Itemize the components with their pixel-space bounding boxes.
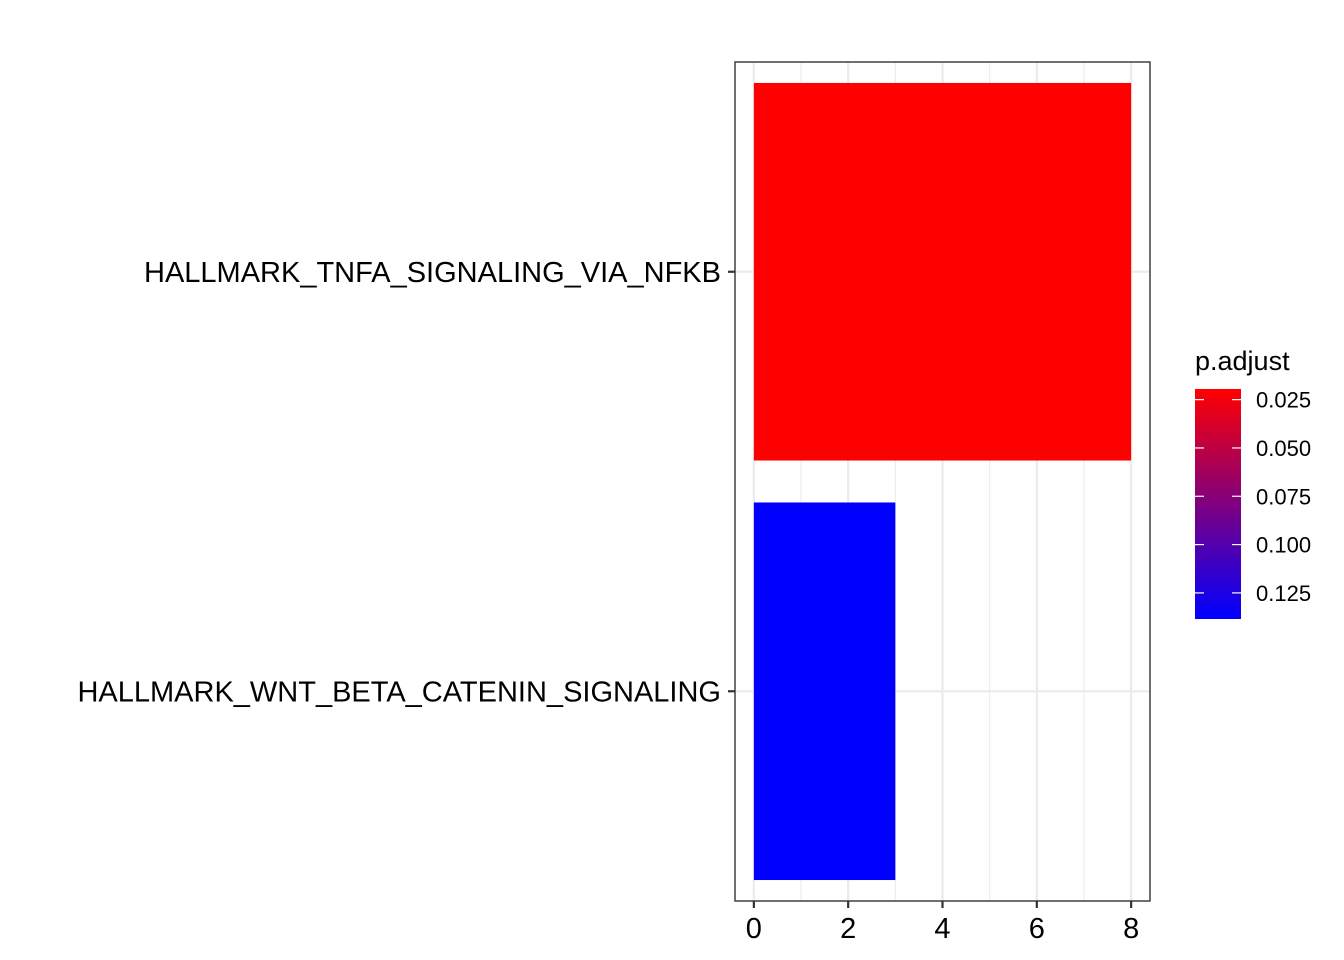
bars <box>753 82 1132 881</box>
legend-tick-label: 0.050 <box>1256 436 1311 461</box>
x-axis: 0 2 4 6 8 <box>746 901 1139 945</box>
legend-tick-label: 0.025 <box>1256 388 1311 413</box>
legend-tick-label: 0.125 <box>1256 581 1311 606</box>
x-axis-tick-label: 0 <box>746 913 762 945</box>
x-axis-tick-label: 2 <box>840 913 856 945</box>
x-axis-tick-label: 4 <box>934 913 950 945</box>
y-axis-category-label: HALLMARK_TNFA_SIGNALING_VIA_NFKB <box>144 257 721 289</box>
legend-colorbar <box>1195 389 1241 619</box>
x-axis-tick-label: 8 <box>1123 913 1139 945</box>
y-axis-category-label: HALLMARK_WNT_BETA_CATENIN_SIGNALING <box>77 676 721 708</box>
legend-ticks: 0.025 0.050 0.075 0.100 0.125 <box>1195 388 1311 606</box>
legend-title: p.adjust <box>1195 346 1290 376</box>
x-axis-tick-label: 6 <box>1029 913 1045 945</box>
bar <box>753 502 896 881</box>
legend-tick-label: 0.075 <box>1256 484 1311 509</box>
bar <box>753 82 1132 461</box>
y-axis: HALLMARK_TNFA_SIGNALING_VIA_NFKB HALLMARK… <box>77 257 735 708</box>
legend: p.adjust 0.025 0.050 0.075 0.100 0.125 <box>1195 346 1311 619</box>
legend-tick-label: 0.100 <box>1256 533 1311 558</box>
